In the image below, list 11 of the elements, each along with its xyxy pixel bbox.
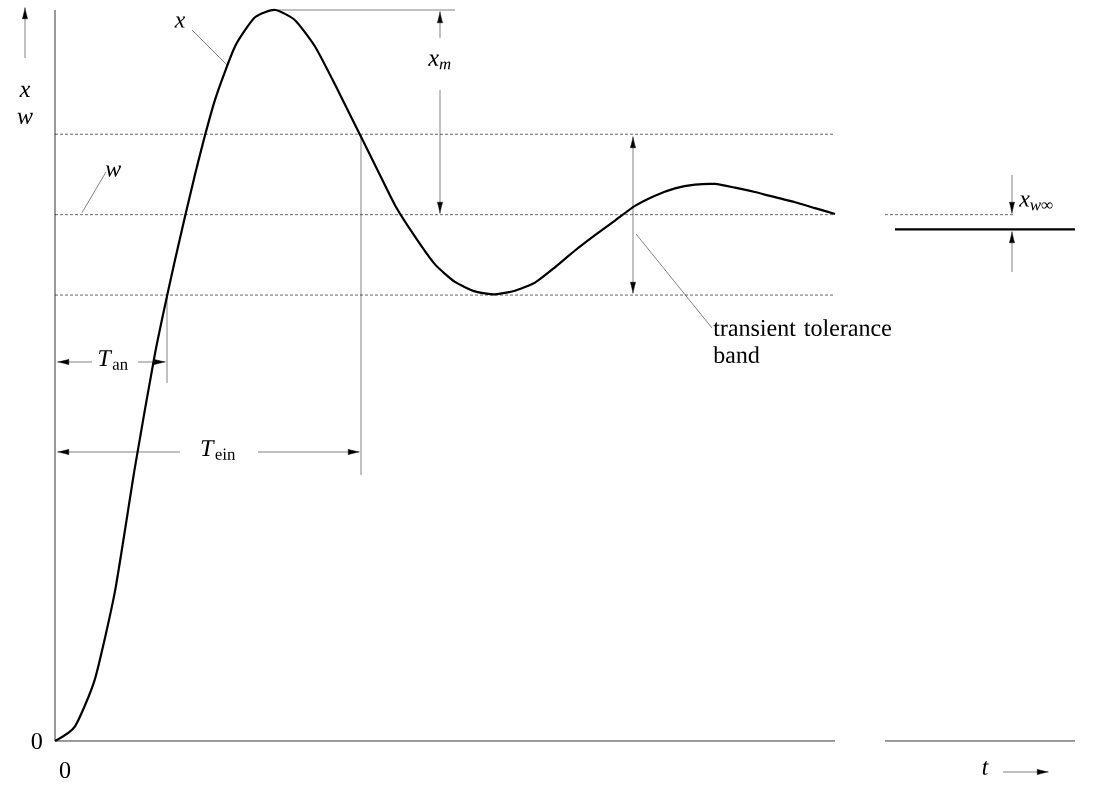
text: x [174,16,186,28]
y-axis-title: x w [17,85,33,125]
annotation: x$_{w∞}$ [1018,195,1053,211]
text: 0 [59,761,71,779]
annotation: x$_{m}$ [428,54,451,70]
ref-line-label: w [105,165,122,177]
annotation: transient tolerance band [713,319,891,364]
x-axis-title: t [982,761,989,775]
annotation: T$_{an}$ [99,350,128,370]
annotation: T$_{ein}$ [201,440,236,460]
text: 0 [31,732,42,750]
